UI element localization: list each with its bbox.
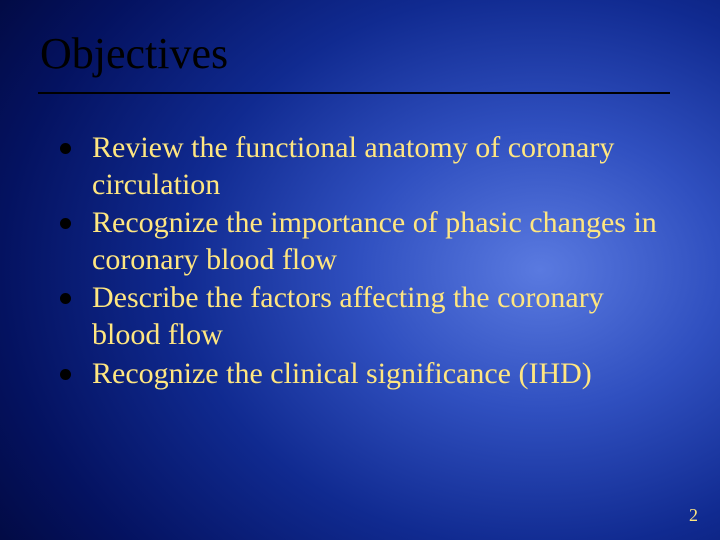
list-item: Describe the factors affecting the coron…: [60, 280, 660, 353]
list-item-text: Describe the factors affecting the coron…: [92, 281, 604, 351]
list-item: Recognize the importance of phasic chang…: [60, 205, 660, 278]
slide-number: 2: [689, 505, 698, 526]
slide-body: Review the functional anatomy of coronar…: [60, 130, 660, 394]
list-item-text: Review the functional anatomy of coronar…: [92, 131, 614, 201]
list-item: Review the functional anatomy of coronar…: [60, 130, 660, 203]
list-item-text: Recognize the importance of phasic chang…: [92, 206, 657, 276]
bullet-icon: [60, 293, 71, 304]
list-item-text: Recognize the clinical significance (IHD…: [92, 357, 592, 390]
bullet-icon: [60, 143, 71, 154]
slide: Objectives Review the functional anatomy…: [0, 0, 720, 540]
bullet-icon: [60, 218, 71, 229]
list-item: Recognize the clinical significance (IHD…: [60, 356, 660, 393]
title-underline: [38, 92, 670, 94]
bullet-icon: [60, 369, 71, 380]
slide-title: Objectives: [40, 28, 228, 79]
